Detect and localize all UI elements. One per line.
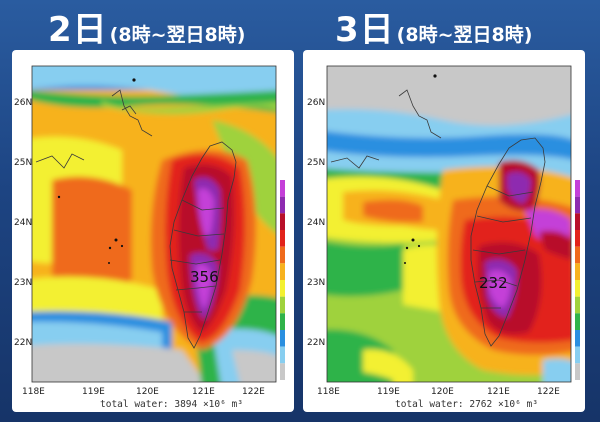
color-scale-swatch [575,363,580,380]
lat-label: 23N [307,278,325,288]
color-scale-swatch [280,296,285,314]
color-scale-swatch [575,280,580,297]
color-scale-swatch [575,296,580,314]
rainfall-map-day3: 232 26N 25N 24N 23N 22N 118E 119E 120E 1… [303,50,585,412]
lon-label: 118E [22,387,45,397]
time-range-label: (8時~翌日8時) [396,24,533,46]
lat-label: 26N [14,98,32,108]
day-label: 2日 [48,10,108,50]
rainfall-field [32,66,276,382]
color-scale-swatch [575,180,580,197]
lat-label: 24N [307,218,325,228]
color-scale-bar [575,180,580,380]
color-scale-swatch [280,280,285,297]
coastline-outline [330,89,546,347]
panel-title-day3: 3日 (8時~翌日8時) [335,2,533,50]
color-scale-swatch [280,330,285,347]
islands [57,78,136,264]
lon-label: 121E [192,387,215,397]
rainfall-map-svg: 232 26N 25N 24N 23N 22N 118E 119E 120E 1… [307,65,580,410]
color-scale-swatch [575,196,580,214]
color-scale-swatch [575,313,580,330]
panel-title-day2: 2日 (8時~翌日8時) [48,2,246,50]
time-range-label: (8時~翌日8時) [109,24,246,46]
color-scale-swatch [280,313,285,330]
lat-label: 23N [14,278,32,288]
lon-label: 120E [431,387,454,397]
lat-label: 26N [307,98,325,108]
color-scale-swatch [280,363,285,380]
lon-label: 119E [377,387,400,397]
lon-label: 118E [317,387,340,397]
lat-label: 24N [14,218,32,228]
max-rainfall-label: 232 [479,274,508,292]
day-label: 3日 [335,10,395,50]
color-scale-swatch [575,213,580,230]
rainfall-field [327,66,571,382]
lat-label: 22N [14,338,32,348]
lon-label: 121E [487,387,510,397]
color-scale-swatch [575,263,580,280]
color-scale-swatch [575,230,580,247]
color-scale-swatch [280,196,285,214]
color-scale-swatch [575,330,580,347]
color-scale-bar [280,180,285,380]
lat-label: 22N [307,338,325,348]
color-scale-swatch [280,263,285,280]
color-scale-swatch [280,346,285,364]
color-scale-swatch [280,180,285,197]
max-rainfall-label: 356 [190,268,219,286]
color-scale-swatch [575,246,580,264]
total-water-label: total water: 2762 ×10⁶ m³ [395,399,538,410]
rainfall-map-day2: 356 26N 25N 24N 23N 22N 118E 119E 120E 1… [12,50,294,412]
coastline-outline [35,89,237,349]
lon-label: 122E [537,387,560,397]
total-water-label: total water: 3894 ×10⁶ m³ [100,399,243,410]
lon-label: 122E [242,387,265,397]
color-scale-swatch [280,213,285,230]
color-scale-swatch [280,246,285,264]
lon-label: 120E [136,387,159,397]
lat-label: 25N [307,158,325,168]
color-scale-swatch [280,230,285,247]
rainfall-map-svg: 356 26N 25N 24N 23N 22N 118E 119E 120E 1… [14,65,285,410]
color-scale-swatch [575,346,580,364]
lon-label: 119E [82,387,105,397]
lat-label: 25N [14,158,32,168]
islands [404,74,437,264]
